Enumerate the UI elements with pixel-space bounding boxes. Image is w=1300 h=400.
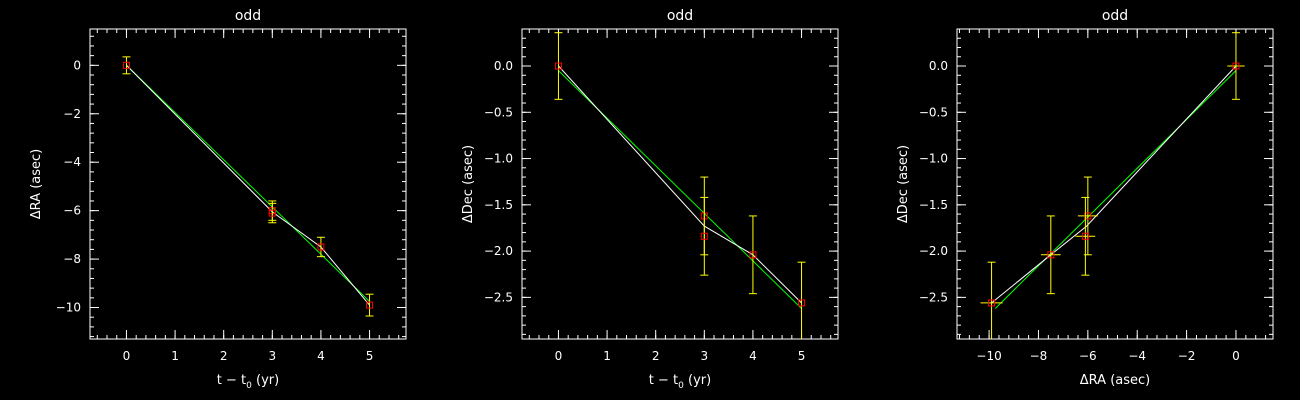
chart-title: odd [667, 8, 693, 24]
panel-3: odd −10 −8 −6 −4 −2 0 0.0 −0.5 −1.0 −1.5 −2.0 −2.5 ΔR… [896, 8, 1274, 388]
y-tick-label: −10 [56, 301, 81, 315]
data-point [798, 299, 806, 307]
y-tick-label: −0.5 [919, 105, 948, 119]
y-tick-label: −1.5 [919, 198, 948, 212]
y-tick-label: −1.0 [484, 152, 513, 166]
plot-frame [521, 28, 839, 340]
data-point [554, 62, 562, 70]
data-point [700, 232, 708, 240]
data-line [558, 65, 802, 304]
y-tick-label: −2 [63, 107, 81, 121]
y-tick-label: −2.0 [484, 244, 513, 258]
y-tick-label: 0 [73, 58, 81, 72]
y-tick-label: −4 [63, 155, 81, 169]
y-tick-label: −6 [63, 204, 81, 218]
y-axis-label: ΔDec (asec) [461, 145, 476, 223]
x-tick-label: 5 [366, 349, 374, 363]
x-tick-label: 4 [749, 349, 757, 363]
x-tick-label: 1 [603, 349, 611, 363]
y-tick-label: 0.0 [494, 59, 513, 73]
chart-title: odd [1102, 8, 1128, 24]
x-axis-label-subscript: 0 [678, 381, 684, 391]
x-axis-label: t − t0 (yr) [217, 373, 279, 391]
x-axis-label-subscript: 0 [246, 381, 252, 391]
data-point [1084, 212, 1092, 220]
x-axis-label-unit: (yr) [684, 373, 711, 388]
fit-line [994, 70, 1237, 309]
x-tick-label: 2 [652, 349, 660, 363]
y-axis-label: ΔDec (asec) [896, 145, 911, 223]
x-tick-label: 3 [268, 349, 276, 363]
x-tick-label: −4 [1128, 349, 1146, 363]
y-tick-label: −2.5 [484, 290, 513, 304]
x-tick-label: −6 [1079, 349, 1097, 363]
data-point [1047, 251, 1055, 259]
data-point [122, 61, 130, 69]
y-tick-label: −2.5 [919, 290, 948, 304]
x-axis-label: t − t0 (yr) [649, 373, 711, 391]
data-point [317, 243, 325, 251]
y-tick-label: −0.5 [484, 105, 513, 119]
x-axis-label: ΔRA (asec) [1080, 373, 1150, 388]
y-tick-label: −8 [63, 252, 81, 266]
fit-line [126, 64, 370, 302]
x-axis-label-main: t − t [217, 373, 246, 388]
y-axis-label: ΔRA (asec) [29, 149, 44, 219]
x-tick-label: 2 [220, 349, 228, 363]
x-axis-label-main: t − t [649, 373, 678, 388]
data-point [988, 299, 996, 307]
plot-frame [956, 28, 1274, 340]
x-tick-label: 0 [555, 349, 563, 363]
y-tick-label: 0.0 [929, 59, 948, 73]
chart-title: odd [235, 8, 261, 24]
x-tick-label: 4 [317, 349, 325, 363]
data-point [268, 209, 276, 217]
y-tick-label: −1.0 [919, 152, 948, 166]
x-tick-label: −2 [1178, 349, 1196, 363]
y-tick-label: −1.5 [484, 198, 513, 212]
x-tick-label: −10 [976, 349, 1001, 363]
data-point [749, 251, 757, 259]
x-tick-label: 0 [1232, 349, 1240, 363]
y-tick-label: −2.0 [919, 244, 948, 258]
x-tick-label: 3 [700, 349, 708, 363]
x-tick-label: 1 [171, 349, 179, 363]
data-line [991, 65, 1237, 304]
x-tick-label: −8 [1030, 349, 1048, 363]
x-axis-label-unit: (yr) [252, 373, 279, 388]
data-line [126, 64, 370, 306]
data-point [366, 301, 374, 309]
plot-frame [89, 28, 407, 340]
data-point [1081, 232, 1089, 240]
x-tick-label: 5 [798, 349, 806, 363]
x-tick-label: 0 [123, 349, 131, 363]
data-point [1232, 62, 1240, 70]
x-axis-label-main: ΔRA (asec) [1080, 373, 1150, 388]
